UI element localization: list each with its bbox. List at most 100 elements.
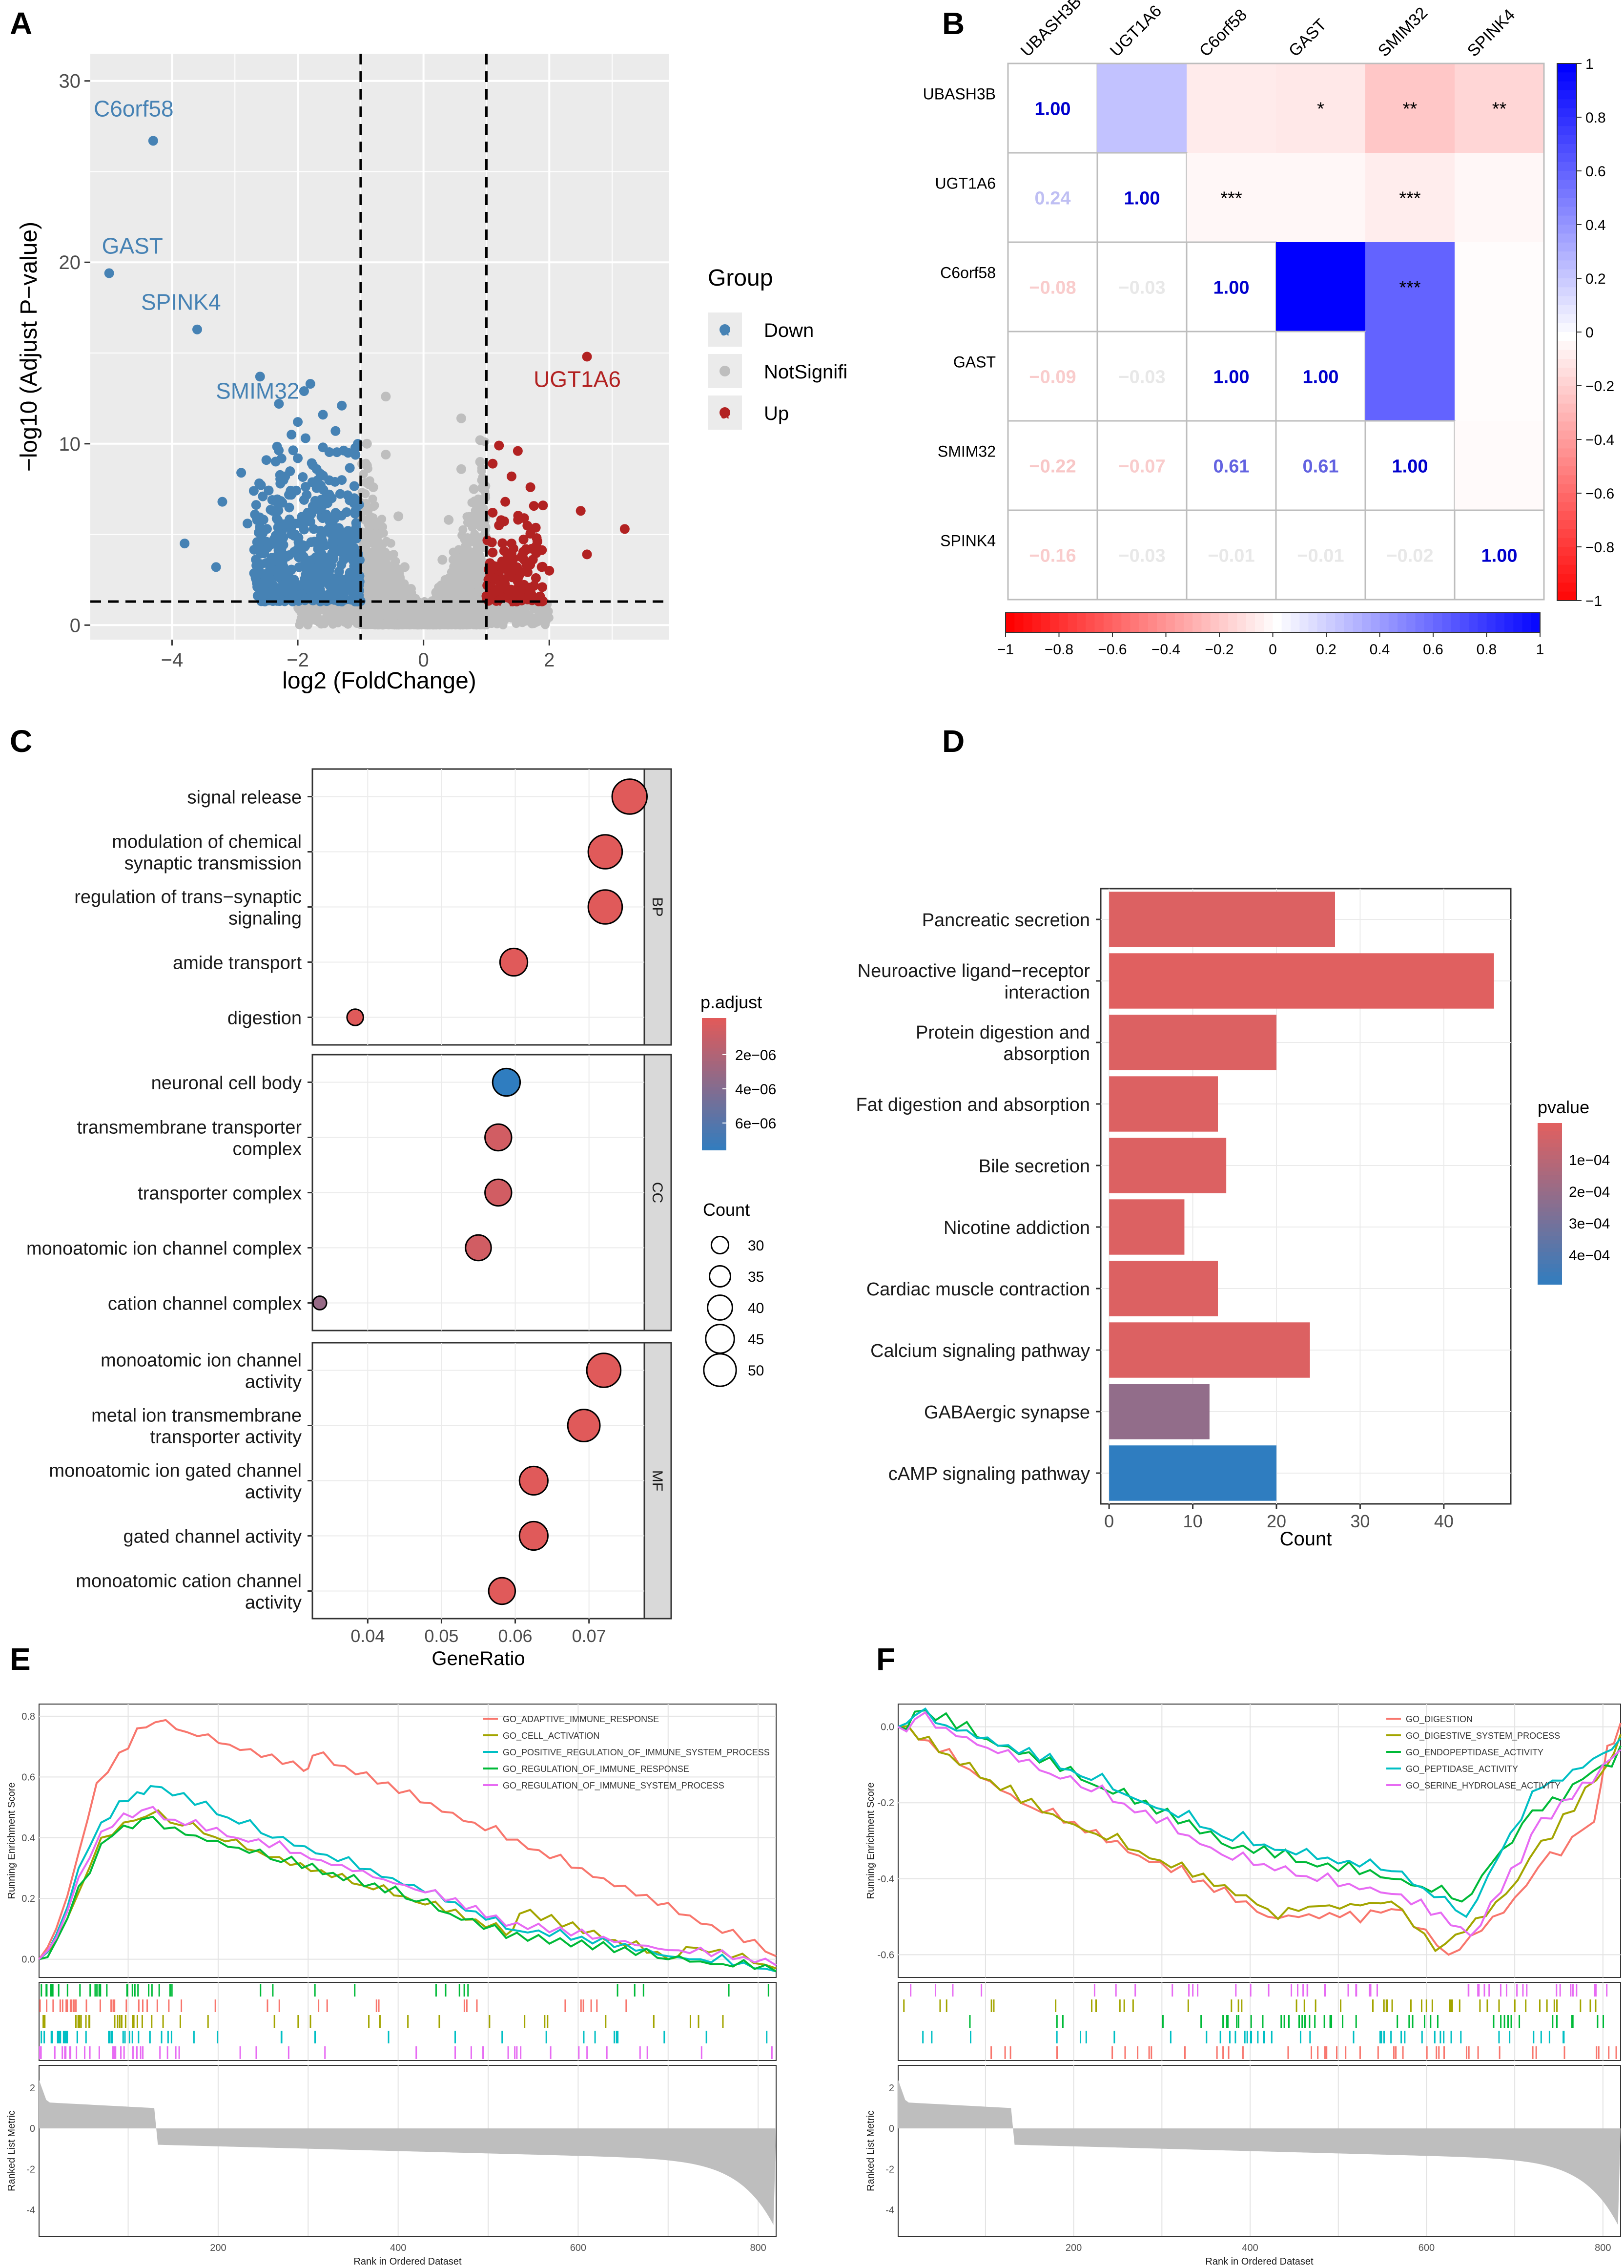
dotplot-term-label: signaling bbox=[228, 909, 302, 929]
heatmap-cell-upper bbox=[1187, 153, 1276, 242]
notsignificant-point bbox=[457, 607, 467, 617]
down-point bbox=[343, 573, 353, 583]
dotplot-size-legend-title: Count bbox=[703, 1200, 750, 1220]
dotplot-colorbar-segment bbox=[702, 1021, 726, 1025]
heatmap-cell-lower bbox=[1275, 331, 1366, 422]
up-point bbox=[481, 591, 492, 601]
kegg-colorbar-segment bbox=[1538, 1252, 1562, 1257]
dotplot-dot bbox=[346, 1008, 364, 1026]
colorbar-segment bbox=[1557, 99, 1577, 109]
down-point bbox=[335, 576, 346, 586]
down-point bbox=[345, 546, 355, 556]
heatmap-cell-upper bbox=[1365, 153, 1455, 242]
notsignificant-point bbox=[369, 614, 378, 623]
gsea-running-es-line bbox=[898, 1723, 1622, 1956]
gsea-x-axis-title: Rank in Ordered Dataset bbox=[353, 2256, 462, 2267]
bottom-colorbar-segment bbox=[1388, 613, 1398, 632]
colorbar-segment bbox=[1557, 296, 1577, 306]
correlation-value: −0.08 bbox=[1029, 278, 1076, 298]
colorbar-segment bbox=[1557, 538, 1577, 547]
dotplot-dot bbox=[567, 1409, 601, 1442]
correlation-value: −0.02 bbox=[1386, 546, 1433, 566]
down-point bbox=[311, 577, 322, 587]
gsea-ranked-metric-area bbox=[39, 2080, 776, 2225]
colorbar-segment bbox=[1557, 457, 1577, 467]
dotplot-colorbar-segment bbox=[702, 1107, 726, 1111]
notsignifi-point bbox=[437, 555, 448, 565]
bottom-colorbar-segment bbox=[1308, 613, 1318, 632]
dotplot-colorbar-segment bbox=[702, 1110, 726, 1114]
gene-label: SPINK4 bbox=[141, 290, 221, 315]
dotplot-colorbar-segment bbox=[702, 1120, 726, 1124]
colorbar-segment bbox=[1557, 108, 1577, 118]
dotplot-dot bbox=[518, 1520, 549, 1551]
up-point bbox=[522, 520, 533, 531]
heatmap-cell-upper bbox=[1455, 332, 1544, 421]
kegg-category-label: absorption bbox=[1004, 1044, 1090, 1064]
dotplot-colorbar-tick-label: 4e−06 bbox=[735, 1082, 776, 1098]
gsea-running-es-line bbox=[898, 1725, 1622, 1953]
dotplot-colorbar-segment bbox=[702, 1143, 726, 1147]
up-point bbox=[536, 562, 547, 572]
gsea-legend-label: GO_SERINE_HYDROLASE_ACTIVITY bbox=[1406, 1781, 1561, 1791]
down-point bbox=[270, 556, 280, 566]
kegg-colorbar-segment bbox=[1538, 1244, 1562, 1248]
up-point bbox=[576, 506, 586, 516]
notsignificant-point bbox=[366, 547, 375, 557]
correlation-heatmap: 1.00 0.24 1.00 −0.08 −0.03 1.00 −0.09 −0.03 1.00… bbox=[923, 0, 1615, 658]
down-point bbox=[350, 443, 360, 453]
colorbar-segment bbox=[1557, 207, 1577, 216]
colorbar-segment bbox=[1557, 126, 1577, 136]
gsea-metric-tick-label: 2 bbox=[30, 2083, 35, 2094]
colorbar-tick-label: 0.2 bbox=[1585, 271, 1606, 287]
bottom-colorbar-segment bbox=[1495, 613, 1505, 632]
down-point bbox=[255, 372, 265, 382]
notsignifi-point bbox=[368, 595, 378, 605]
colorbar-segment bbox=[1557, 233, 1577, 243]
dotplot-term-label: activity bbox=[245, 1482, 302, 1503]
heatmap-cell-upper bbox=[1365, 242, 1455, 332]
bottom-colorbar-segment bbox=[1228, 613, 1238, 632]
notsignifi-point bbox=[444, 515, 454, 525]
down-point bbox=[332, 447, 342, 458]
dotplot-colorbar-segment bbox=[702, 1100, 726, 1104]
dotplot-dot bbox=[587, 889, 623, 925]
colorbar-segment bbox=[1557, 153, 1577, 163]
colorbar-tick-label: −0.4 bbox=[1585, 432, 1614, 448]
gsea-plot-immune: 0.0 0.2 0.4 0.6 0.8 Running Enrichment Score G… bbox=[6, 1704, 777, 2267]
heatmap-cell-lower bbox=[1096, 509, 1188, 601]
bottom-colorbar-segment bbox=[1174, 613, 1184, 632]
dotplot-colorbar-segment bbox=[702, 1124, 726, 1127]
notsignifi-point bbox=[374, 539, 385, 549]
kegg-category-label: Fat digestion and absorption bbox=[856, 1095, 1090, 1115]
down-point bbox=[272, 494, 283, 504]
volcano-x-tick-label: −2 bbox=[287, 649, 309, 671]
notsignifi-point bbox=[412, 615, 422, 625]
dotplot-colorbar-segment bbox=[702, 1094, 726, 1098]
down-point bbox=[256, 548, 266, 559]
up-point bbox=[494, 520, 504, 530]
colorbar-segment bbox=[1557, 574, 1577, 583]
dotplot-colorbar-segment bbox=[702, 1038, 726, 1042]
dotplot-size-key bbox=[708, 1265, 732, 1288]
dotplot-term-label: synaptic transmission bbox=[124, 853, 302, 874]
dotplot-term-label: modulation of chemical bbox=[112, 832, 302, 853]
legend-entry-label: Up bbox=[764, 403, 789, 424]
down-point bbox=[299, 560, 309, 570]
dotplot-term-label: monoatomic cation channel bbox=[76, 1571, 302, 1592]
gsea-es-panel bbox=[39, 1704, 777, 1978]
down-point bbox=[236, 468, 247, 478]
down-point bbox=[330, 426, 341, 436]
dotplot-colorbar-segment bbox=[702, 1071, 726, 1075]
gsea-es-tick-label: 0.0 bbox=[881, 1722, 894, 1733]
down-point bbox=[330, 583, 341, 594]
colorbar-segment bbox=[1557, 135, 1577, 145]
gsea-metric-tick-label: -4 bbox=[26, 2205, 35, 2216]
go-dotplot: BP signal release modulation of chemicalsy… bbox=[26, 768, 776, 1669]
dotplot-dot bbox=[611, 778, 648, 815]
down-point bbox=[263, 578, 273, 588]
up-point bbox=[582, 549, 592, 560]
correlation-value: −0.03 bbox=[1118, 546, 1165, 566]
gene-label: C6orf58 bbox=[94, 96, 174, 121]
down-point bbox=[256, 514, 266, 524]
